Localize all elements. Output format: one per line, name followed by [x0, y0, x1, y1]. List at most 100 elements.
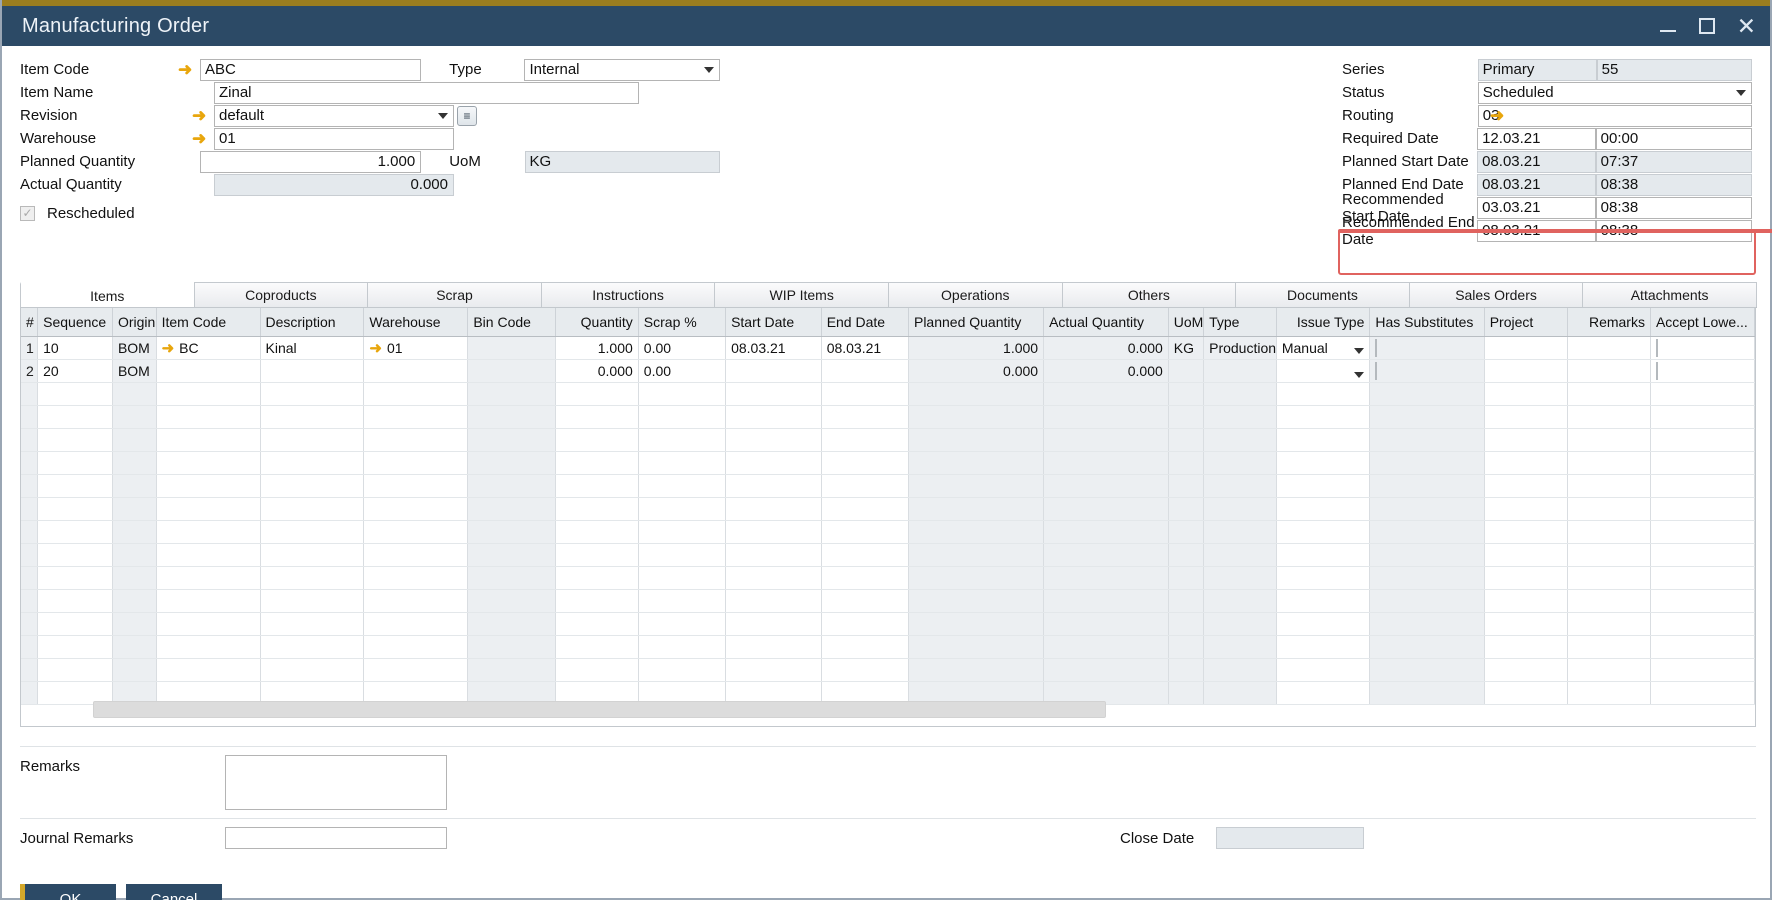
cell-item-code[interactable]: [156, 359, 261, 383]
maximize-icon[interactable]: [1698, 18, 1715, 34]
table-row-empty[interactable]: [21, 612, 1755, 636]
table-row-empty[interactable]: [21, 635, 1755, 659]
tab-sales-orders[interactable]: Sales Orders: [1408, 282, 1584, 308]
cell-description[interactable]: Kinal: [260, 336, 365, 360]
table-row-empty[interactable]: [21, 658, 1755, 682]
cell-end-date[interactable]: 08.03.21: [821, 336, 909, 360]
col-accept-lower[interactable]: Accept Lowe...: [1650, 308, 1755, 337]
grid-horizontal-scrollbar[interactable]: [93, 701, 1106, 718]
col-start-date[interactable]: Start Date: [725, 308, 822, 337]
col-warehouse[interactable]: Warehouse: [363, 308, 469, 337]
cell-sequence[interactable]: 10: [37, 336, 113, 360]
tab-items[interactable]: Items: [20, 282, 195, 308]
table-row-empty[interactable]: [21, 543, 1755, 567]
col-end-date[interactable]: End Date: [821, 308, 909, 337]
cell-remarks[interactable]: [1567, 336, 1651, 360]
cell-warehouse[interactable]: [363, 359, 469, 383]
status-select[interactable]: Scheduled: [1477, 81, 1752, 104]
cell-scrap-pct[interactable]: 0.00: [638, 359, 727, 383]
table-row-empty[interactable]: [21, 405, 1755, 429]
link-arrow-icon[interactable]: ➜: [192, 128, 207, 148]
cell-scrap-pct[interactable]: 0.00: [638, 336, 727, 360]
link-arrow-icon[interactable]: ➜: [161, 339, 175, 357]
tab-coproducts[interactable]: Coproducts: [193, 282, 369, 308]
cell-accept-lower[interactable]: [1650, 336, 1755, 360]
col-planned-quantity[interactable]: Planned Quantity: [908, 308, 1045, 337]
table-row-empty[interactable]: [21, 451, 1755, 475]
col-remarks[interactable]: Remarks: [1567, 308, 1651, 337]
tab-operations[interactable]: Operations: [887, 282, 1063, 308]
link-arrow-icon[interactable]: ➜: [177, 59, 193, 79]
table-row-empty[interactable]: [21, 382, 1755, 406]
has-substitutes-checkbox[interactable]: [1375, 361, 1378, 380]
accept-lower-checkbox[interactable]: [1655, 338, 1658, 357]
cell-accept-lower[interactable]: [1650, 359, 1755, 383]
revision-list-icon[interactable]: ≡: [457, 105, 477, 126]
cell-description[interactable]: [260, 359, 365, 383]
chevron-down-icon[interactable]: [1354, 371, 1365, 378]
chevron-down-icon[interactable]: [1354, 347, 1365, 354]
cell-start-date[interactable]: [725, 359, 822, 383]
cell-project[interactable]: [1484, 359, 1568, 383]
cell-start-date[interactable]: 08.03.21: [725, 336, 822, 360]
col-project[interactable]: Project: [1484, 308, 1568, 337]
col-type[interactable]: Type: [1203, 308, 1277, 337]
cell-has-substitutes[interactable]: [1369, 359, 1485, 383]
col-number[interactable]: #: [21, 308, 39, 337]
required-time-value[interactable]: 00:00: [1595, 127, 1752, 150]
col-item-code[interactable]: Item Code: [156, 308, 261, 337]
tab-instructions[interactable]: Instructions: [540, 282, 716, 308]
cell-remarks[interactable]: [1567, 359, 1651, 383]
table-row-empty[interactable]: [21, 520, 1755, 544]
cell-issue-type[interactable]: [1276, 359, 1371, 383]
col-bin-code[interactable]: Bin Code: [467, 308, 556, 337]
cell-sequence[interactable]: 20: [37, 359, 113, 383]
cell-quantity[interactable]: 0.000: [555, 359, 639, 383]
type-select[interactable]: Internal: [524, 58, 720, 81]
accept-lower-checkbox[interactable]: [1655, 361, 1658, 380]
planned-quantity-input[interactable]: 1.000: [199, 150, 422, 173]
col-sequence[interactable]: Sequence: [37, 308, 113, 337]
link-arrow-icon[interactable]: ➜: [1490, 105, 1505, 125]
table-row-empty[interactable]: [21, 589, 1755, 613]
rescheduled-checkbox[interactable]: ✓: [20, 205, 35, 221]
tab-wip-items[interactable]: WIP Items: [714, 282, 889, 308]
cancel-button[interactable]: Cancel: [126, 884, 222, 900]
table-row[interactable]: 2 20 BOM 0.000 0.00 0.000 0.000: [21, 359, 1755, 383]
cell-bin-code[interactable]: [467, 336, 556, 360]
link-arrow-icon[interactable]: ➜: [192, 105, 207, 125]
cell-issue-type[interactable]: Manual: [1276, 336, 1371, 360]
item-code-input[interactable]: ABC: [199, 58, 422, 81]
cell-has-substitutes[interactable]: [1369, 336, 1485, 360]
table-row[interactable]: 1 10 BOM ➜ BC Kinal ➜ 01 1.000 0.00 08.03.…: [21, 336, 1755, 360]
col-scrap-pct[interactable]: Scrap %: [638, 308, 727, 337]
minimize-icon[interactable]: [1659, 17, 1677, 35]
cell-project[interactable]: [1484, 336, 1568, 360]
has-substitutes-checkbox[interactable]: [1375, 338, 1378, 357]
remarks-textarea[interactable]: [225, 755, 447, 810]
col-origin[interactable]: Origin: [112, 308, 157, 337]
table-row-empty[interactable]: [21, 474, 1755, 498]
cell-bin-code[interactable]: [467, 359, 556, 383]
table-row-empty[interactable]: [21, 428, 1755, 452]
table-row-empty[interactable]: [21, 566, 1755, 590]
col-quantity[interactable]: Quantity: [555, 308, 639, 337]
tab-scrap[interactable]: Scrap: [367, 282, 542, 308]
col-uom[interactable]: UoM: [1168, 308, 1205, 337]
required-date-value[interactable]: 12.03.21: [1477, 127, 1596, 150]
cell-quantity[interactable]: 1.000: [555, 336, 639, 360]
tab-attachments[interactable]: Attachments: [1582, 282, 1757, 308]
ok-button[interactable]: OK: [20, 884, 116, 900]
col-issue-type[interactable]: Issue Type: [1276, 308, 1371, 337]
col-has-substitutes[interactable]: Has Substitutes: [1369, 308, 1485, 337]
item-name-input[interactable]: Zinal: [214, 81, 639, 104]
routing-input[interactable]: 03: [1477, 104, 1752, 127]
series-value[interactable]: Primary: [1477, 58, 1597, 81]
revision-select[interactable]: default: [214, 104, 454, 127]
table-row-empty[interactable]: [21, 497, 1755, 521]
link-arrow-icon[interactable]: ➜: [369, 339, 382, 357]
cell-item-code[interactable]: ➜ BC: [156, 336, 261, 360]
col-actual-quantity[interactable]: Actual Quantity: [1043, 308, 1169, 337]
tab-documents[interactable]: Documents: [1235, 282, 1410, 308]
journal-remarks-input[interactable]: [225, 827, 447, 849]
